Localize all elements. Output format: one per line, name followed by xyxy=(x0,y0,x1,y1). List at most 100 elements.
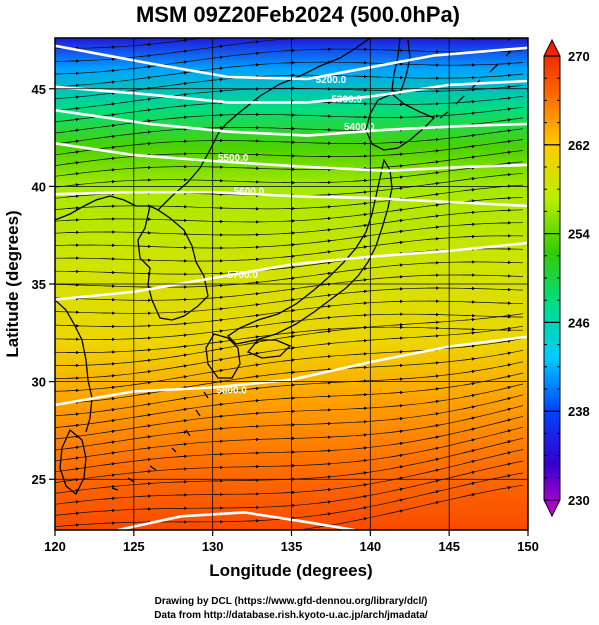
wind-arrow xyxy=(426,225,440,229)
wind-arrow xyxy=(138,130,152,134)
wind-arrow xyxy=(498,49,512,54)
wind-arrow xyxy=(246,51,260,55)
wind-arrow xyxy=(246,424,260,429)
wind-arrow xyxy=(498,429,512,434)
wind-arrow xyxy=(354,267,368,271)
contour-label: 5800.0 xyxy=(216,385,247,396)
wind-arrow xyxy=(318,354,332,359)
wind-arrow xyxy=(102,451,116,455)
plot-area: 5200.0 5300.0 5400.0 5500.0 5600.0 5700.0 5800… xyxy=(54,37,529,538)
wind-arrow xyxy=(354,178,368,183)
wind-arrow xyxy=(282,383,296,387)
contour-line xyxy=(117,511,355,530)
wind-arrow xyxy=(318,329,332,334)
wind-arrow xyxy=(390,322,404,327)
x-tick-label: 145 xyxy=(438,539,460,554)
contour-line xyxy=(55,44,528,81)
wind-arrow xyxy=(282,219,296,223)
wind-arrow xyxy=(390,487,404,492)
wind-arrow xyxy=(462,493,476,497)
wind-arrow xyxy=(174,364,188,368)
wind-arrow xyxy=(462,144,476,149)
wind-arrow xyxy=(318,271,332,276)
wind-arrow xyxy=(498,208,512,213)
wind-arrow xyxy=(426,149,440,153)
wind-arrow xyxy=(498,440,512,445)
wind-arrow xyxy=(390,240,404,245)
wind-arrow xyxy=(390,350,404,354)
wind-arrow xyxy=(66,388,80,393)
wind-arrow xyxy=(66,161,80,165)
wind-arrow xyxy=(174,344,188,349)
wind-arrow xyxy=(498,385,512,391)
wind-arrow xyxy=(498,172,512,177)
wind-arrow xyxy=(462,234,476,239)
wind-arrow xyxy=(174,454,188,459)
wind-arrow xyxy=(102,473,116,477)
wind-arrow xyxy=(318,381,332,385)
wind-arrow xyxy=(102,408,116,412)
x-axis-label: Longitude (degrees) xyxy=(209,561,372,580)
wind-arrow xyxy=(462,393,476,398)
wind-arrow xyxy=(390,275,404,279)
wind-arrow xyxy=(426,457,440,462)
wind-arrow xyxy=(66,412,80,416)
wind-arrow xyxy=(102,521,116,525)
y-axis-label: Latitude (degrees) xyxy=(3,210,22,357)
wind-arrow xyxy=(354,419,368,424)
wind-arrow xyxy=(138,108,152,112)
wind-arrow xyxy=(102,134,116,139)
wind-arrow xyxy=(354,234,368,239)
wind-arrow xyxy=(174,115,188,120)
wind-arrow xyxy=(66,206,80,210)
wind-arrow xyxy=(282,231,296,235)
wind-arrow xyxy=(246,518,260,523)
wind-arrow xyxy=(247,534,259,535)
wind-arrow xyxy=(174,353,188,357)
wind-arrow xyxy=(282,490,296,495)
wind-arrow xyxy=(390,465,404,470)
wind-arrow xyxy=(102,179,116,184)
wind-arrow xyxy=(282,503,296,508)
wind-arrow xyxy=(102,57,116,61)
colorbar-tick-label: 254 xyxy=(568,227,590,242)
wind-arrow xyxy=(102,80,116,84)
wind-arrow xyxy=(390,208,404,212)
wind-arrow xyxy=(66,218,80,222)
wind-arrow xyxy=(318,293,332,297)
wind-arrow xyxy=(246,363,260,367)
wind-arrow xyxy=(67,537,79,538)
wind-arrow xyxy=(174,396,188,401)
wind-arrow xyxy=(426,361,440,365)
wind-arrow xyxy=(390,229,404,234)
wind-arrow xyxy=(498,326,512,331)
wind-arrow xyxy=(462,155,476,159)
wind-arrow xyxy=(498,314,512,318)
wind-arrow xyxy=(426,446,440,451)
wind-arrow xyxy=(426,435,440,440)
wind-arrow xyxy=(282,334,296,339)
wind-arrow xyxy=(498,374,512,379)
wind-arrow xyxy=(318,239,332,243)
wind-arrow xyxy=(426,334,440,338)
wind-arrow xyxy=(246,335,260,339)
wind-arrow xyxy=(246,257,260,262)
wind-arrow xyxy=(246,437,260,442)
wind-arrow xyxy=(354,458,368,463)
credit-data-source: Data from http://database.rish.kyoto-u.a… xyxy=(154,610,428,621)
wind-arrow xyxy=(138,469,152,474)
wind-arrow xyxy=(282,396,296,400)
colorbar-ticks: 230 238 246 254 262 270 xyxy=(544,49,590,508)
wind-arrow xyxy=(354,446,368,450)
wind-arrow xyxy=(354,506,368,510)
wind-arrow xyxy=(138,402,152,407)
wind-arrow xyxy=(390,390,404,395)
coastline-honshu xyxy=(226,158,393,345)
wind-arrow xyxy=(102,496,116,501)
wind-arrow xyxy=(318,304,332,309)
wind-arrow xyxy=(246,386,260,391)
wind-arrow xyxy=(138,424,152,428)
wind-arrow xyxy=(354,352,368,356)
wind-arrow xyxy=(138,413,152,417)
wind-arrow xyxy=(390,140,404,145)
